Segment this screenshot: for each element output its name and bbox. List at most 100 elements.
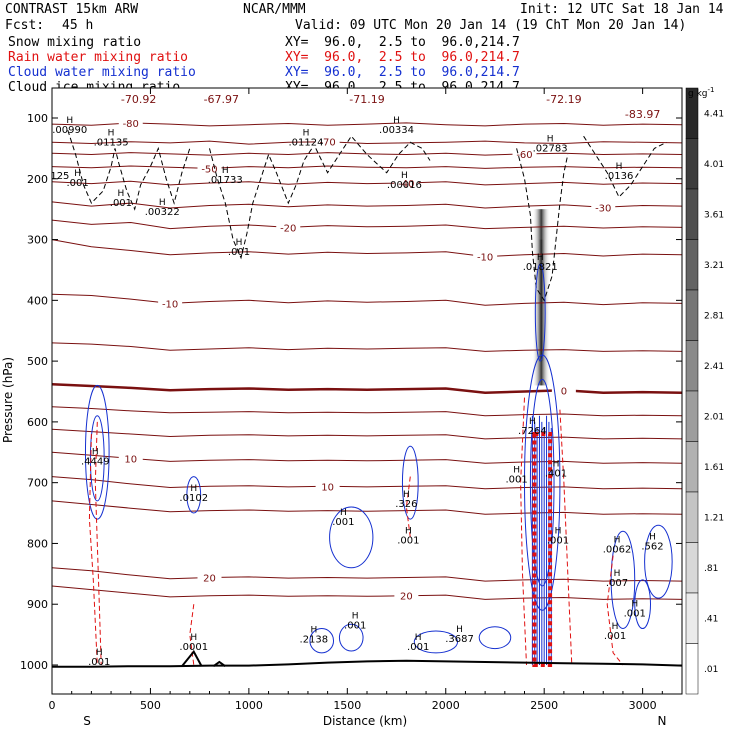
max-marker: H [529, 417, 536, 427]
model-title: CONTRAST 15km ARW [5, 2, 139, 17]
max-value-label: .001 [547, 535, 569, 546]
max-marker: H [222, 166, 229, 176]
colorbar-tick-label: 2.41 [704, 362, 724, 372]
cloud-water-contour [634, 579, 651, 630]
temperature-label-bg [158, 297, 183, 310]
cloud-water-contour [413, 630, 459, 654]
cloud-water-contour [84, 384, 110, 520]
max-value-label: .01821 [523, 262, 558, 273]
rain-water-contour [405, 476, 411, 538]
rain-core [532, 432, 553, 667]
temperature-contour [51, 567, 683, 582]
cloud-water-contour [186, 476, 202, 514]
temperature-contour-label: 20 [203, 573, 216, 584]
temperature-contour-label: -10 [477, 253, 493, 264]
x-tick-label: 500 [140, 699, 161, 712]
rain-water-contour [606, 555, 624, 666]
field-rain-name: Rain water mixing ratio [8, 50, 189, 65]
temperature-contour-label: -50 [201, 164, 217, 175]
colorbar-segment [685, 542, 699, 594]
temperature-contour-label: -70 [319, 138, 335, 149]
temperature-label-bg [394, 589, 419, 602]
max-value-label: .3687 [445, 634, 474, 645]
max-marker: H [352, 612, 359, 622]
temperature-contour-label: 10 [124, 454, 137, 465]
temperature-label-bg [315, 480, 340, 493]
temperature-label-bg [118, 116, 143, 129]
south-label: S [83, 714, 91, 728]
max-value-label: .7264 [518, 426, 547, 437]
snow-shading-core [536, 239, 547, 362]
max-value-label: .2138 [300, 635, 329, 646]
max-value-label: .02783 [533, 143, 568, 154]
temperature-label-bg [473, 250, 498, 263]
temperature-contour [51, 585, 683, 600]
max-value-label: .00334 [379, 125, 414, 136]
colorbar-unit: g kg-1 [688, 86, 714, 99]
temperature-label-bg [551, 384, 576, 397]
colorbar-tick-label: 4.01 [704, 160, 724, 170]
colorbar-segment [685, 390, 699, 442]
max-marker: H [553, 460, 560, 470]
temperature-contour [51, 122, 683, 127]
max-value-label: .01135 [94, 137, 129, 148]
min-temperature-label: -67.97 [204, 93, 239, 106]
temperature-contour-label: -20 [280, 223, 296, 234]
temperature-contour-label: -10 [162, 299, 178, 310]
rain-water-contour [88, 433, 98, 666]
temperature-contour [51, 406, 683, 417]
cloud-ice-contour [209, 148, 313, 260]
y-tick-label: 500 [27, 355, 48, 368]
colorbar-tick-label: 4.41 [704, 109, 724, 119]
max-marker: H [92, 447, 99, 457]
max-value-label: .001 [88, 657, 110, 668]
x-tick-label: 3000 [629, 699, 657, 712]
rain-water-contour [189, 604, 195, 666]
max-marker: H [616, 162, 623, 172]
temperature-contour [51, 500, 683, 515]
max-marker: H [340, 508, 347, 518]
y-tick-label: 400 [27, 294, 48, 307]
colorbar-segment [685, 340, 699, 392]
temperature-contour [51, 476, 683, 490]
min-temperature-label: -83.97 [625, 108, 660, 121]
cloud-water-contour [478, 626, 512, 650]
temperature-contour [51, 219, 683, 230]
colorbar-tick-label: .81 [704, 564, 718, 574]
x-tick-label: 1500 [333, 699, 361, 712]
max-value-label: .001 [624, 608, 646, 619]
max-marker: H [614, 536, 621, 546]
field-rain-xy: XY= 96.0, 2.5 to 96.0,214.7 [285, 50, 520, 65]
colorbar-segment [685, 289, 699, 341]
max-value-label: .001 [407, 642, 429, 653]
max-marker: H [403, 490, 410, 500]
forecast-label: Fcst: [5, 18, 45, 33]
rain-water-contour [559, 409, 573, 666]
max-value-label: .562 [641, 542, 663, 553]
y-tick-label: 700 [27, 477, 48, 490]
max-value-label: .001 [344, 621, 366, 632]
field-cloudwater-xy: XY= 96.0, 2.5 to 96.0,214.7 [285, 65, 520, 80]
surface-line [52, 659, 683, 668]
forecast-hour: 45 h [62, 18, 94, 33]
max-value-label: .007 [606, 578, 628, 589]
max-value-label: .001 [228, 247, 250, 258]
temperature-contour [51, 382, 683, 394]
cloud-water-contour [309, 628, 335, 654]
temperature-contour-label: -30 [595, 203, 611, 214]
colorbar-tick-label: 2.01 [704, 412, 724, 422]
max-marker: H [159, 198, 166, 208]
temperature-contour [51, 201, 683, 209]
colorbar-tick-label: .01 [704, 665, 718, 675]
colorbar-segment [685, 138, 699, 190]
temperature-contour [51, 140, 683, 145]
rain-water-contour [520, 397, 527, 666]
temperature-label-bg [591, 201, 616, 214]
temperature-contour-label: -40 [398, 179, 414, 190]
max-marker: H [555, 526, 562, 536]
max-marker: H [547, 134, 554, 144]
colorbar-tick-label: 2.81 [704, 311, 724, 321]
field-snow-name: Snow mixing ratio [8, 35, 142, 50]
